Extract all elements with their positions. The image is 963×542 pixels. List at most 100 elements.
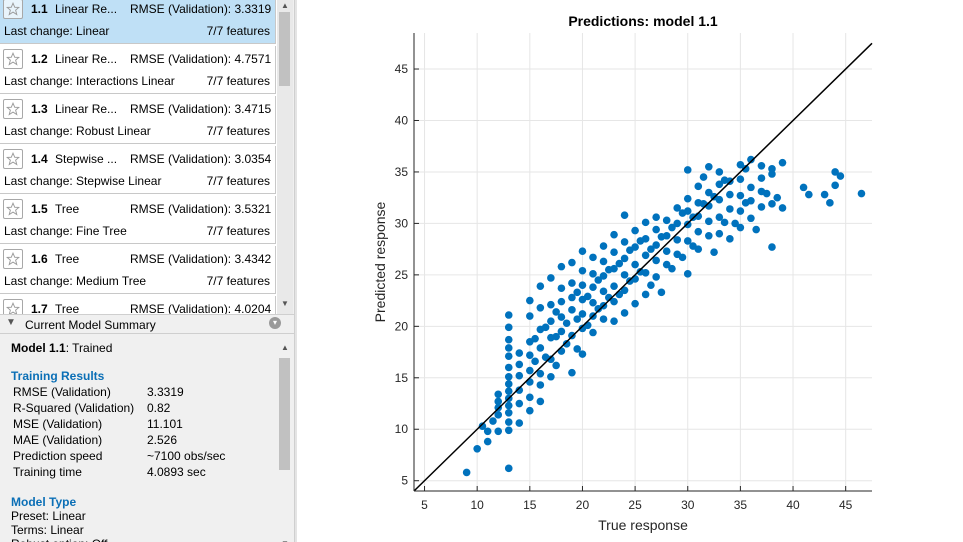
data-point [589, 298, 597, 307]
model-last-change: Last change: Stepwise Linear [4, 174, 162, 188]
favorite-star-icon[interactable] [3, 99, 23, 119]
data-point [768, 165, 776, 173]
model-item-1-3[interactable]: 1.3 Linear Re... RMSE (Validation): 3.4715… [0, 96, 276, 144]
data-point [652, 273, 660, 281]
model-item-1-6[interactable]: 1.6 Tree RMSE (Validation): 3.4342 Last cha… [0, 246, 276, 294]
data-point [589, 283, 597, 292]
result-value: 3.3319 [147, 385, 184, 399]
data-point [526, 296, 534, 305]
data-point [683, 194, 692, 203]
data-point [515, 360, 524, 369]
data-point [583, 321, 592, 330]
models-scrollbar[interactable]: ▲ ▼ [277, 0, 293, 314]
summary-scroll-thumb[interactable] [279, 358, 290, 470]
model-item-1-4[interactable]: 1.4 Stepwise ... RMSE (Validation): 3.0354… [0, 146, 276, 194]
data-point [726, 190, 734, 199]
data-point [515, 419, 524, 427]
data-point [705, 162, 713, 171]
x-axis-label: True response [598, 517, 688, 533]
model-status: : Trained [65, 341, 113, 355]
model-item-1-7[interactable]: 1.7 Tree RMSE (Validation): 4.0204 [0, 296, 276, 314]
data-point [768, 200, 776, 208]
model-name: Tree [55, 252, 80, 266]
data-point [647, 281, 655, 289]
reference-line-group [413, 42, 873, 492]
data-point [552, 361, 560, 370]
data-point [526, 378, 534, 386]
data-point [641, 235, 650, 243]
scatter-points [462, 155, 866, 477]
data-point [747, 196, 755, 205]
model-item-1-1[interactable]: 1.1 Linear Re... RMSE (Validation): 3.3319… [0, 0, 276, 44]
data-point [557, 297, 566, 306]
data-point [547, 274, 555, 282]
data-point [504, 372, 513, 381]
summary-scroll-down-icon[interactable]: ▼ [277, 538, 293, 542]
data-point [620, 211, 629, 219]
data-point [652, 241, 660, 249]
scroll-thumb[interactable] [279, 12, 290, 86]
data-point [531, 357, 539, 366]
data-point [536, 304, 545, 312]
grid [414, 33, 872, 491]
y-tick-label: 15 [395, 371, 409, 385]
x-tick-label: 20 [576, 498, 590, 512]
data-point [662, 260, 671, 269]
data-point [715, 213, 724, 222]
result-label: Training time [13, 465, 82, 479]
model-last-change: Last change: Medium Tree [4, 274, 147, 288]
y-tick-label: 10 [395, 422, 409, 436]
favorite-star-icon[interactable] [3, 149, 23, 169]
data-point [694, 245, 703, 253]
data-point [504, 311, 513, 319]
data-point [736, 207, 745, 215]
data-point [757, 161, 766, 170]
scroll-up-arrow-icon[interactable]: ▲ [281, 1, 289, 10]
data-point [504, 352, 513, 360]
training-results-title: Training Results [11, 369, 105, 383]
y-axis-label: Predicted response [372, 201, 388, 322]
data-point [504, 344, 513, 352]
favorite-star-icon[interactable] [3, 299, 23, 314]
data-point [557, 347, 566, 355]
data-point [736, 223, 745, 232]
data-point [562, 340, 571, 348]
data-point [610, 264, 618, 273]
y-tick-label: 25 [395, 268, 409, 282]
collapse-triangle-icon[interactable]: ▼ [6, 317, 16, 328]
left-panel: 1.1 Linear Re... RMSE (Validation): 3.3319… [0, 0, 294, 542]
current-model-summary-header[interactable]: ▼ Current Model Summary ▾ [0, 314, 294, 334]
data-point [504, 387, 513, 395]
panel-divider[interactable] [294, 0, 297, 542]
close-circle-icon[interactable]: ▾ [269, 317, 281, 329]
data-point [673, 236, 682, 244]
data-point [747, 214, 755, 223]
summary-scrollbar[interactable]: ▲ ▼ [277, 342, 293, 542]
favorite-star-icon[interactable] [3, 49, 23, 69]
model-name: Stepwise ... [55, 152, 118, 166]
data-point [589, 328, 597, 337]
data-point [720, 218, 729, 227]
summary-scroll-up-icon[interactable]: ▲ [281, 343, 289, 352]
model-number: 1.1 [31, 2, 48, 16]
favorite-star-icon[interactable] [3, 0, 23, 19]
scroll-down-arrow-icon[interactable]: ▼ [281, 299, 289, 308]
data-point [641, 290, 650, 299]
x-tick-label: 15 [523, 498, 537, 512]
model-features: 7/7 features [206, 74, 270, 88]
favorite-star-icon[interactable] [3, 199, 23, 219]
model-type-title: Model Type [11, 495, 77, 509]
data-point [547, 317, 555, 325]
data-point [620, 254, 629, 263]
model-number: 1.6 [31, 252, 48, 266]
data-point [773, 193, 782, 202]
model-item-1-2[interactable]: 1.2 Linear Re... RMSE (Validation): 4.7571… [0, 46, 276, 94]
data-point [504, 426, 513, 435]
data-point [473, 445, 481, 453]
model-item-1-5[interactable]: 1.5 Tree RMSE (Validation): 3.5321 Last cha… [0, 196, 276, 244]
data-point [578, 266, 587, 275]
data-point [683, 207, 692, 215]
result-value: ~7100 obs/sec [147, 449, 226, 463]
favorite-star-icon[interactable] [3, 249, 23, 269]
model-number: 1.2 [31, 52, 48, 66]
